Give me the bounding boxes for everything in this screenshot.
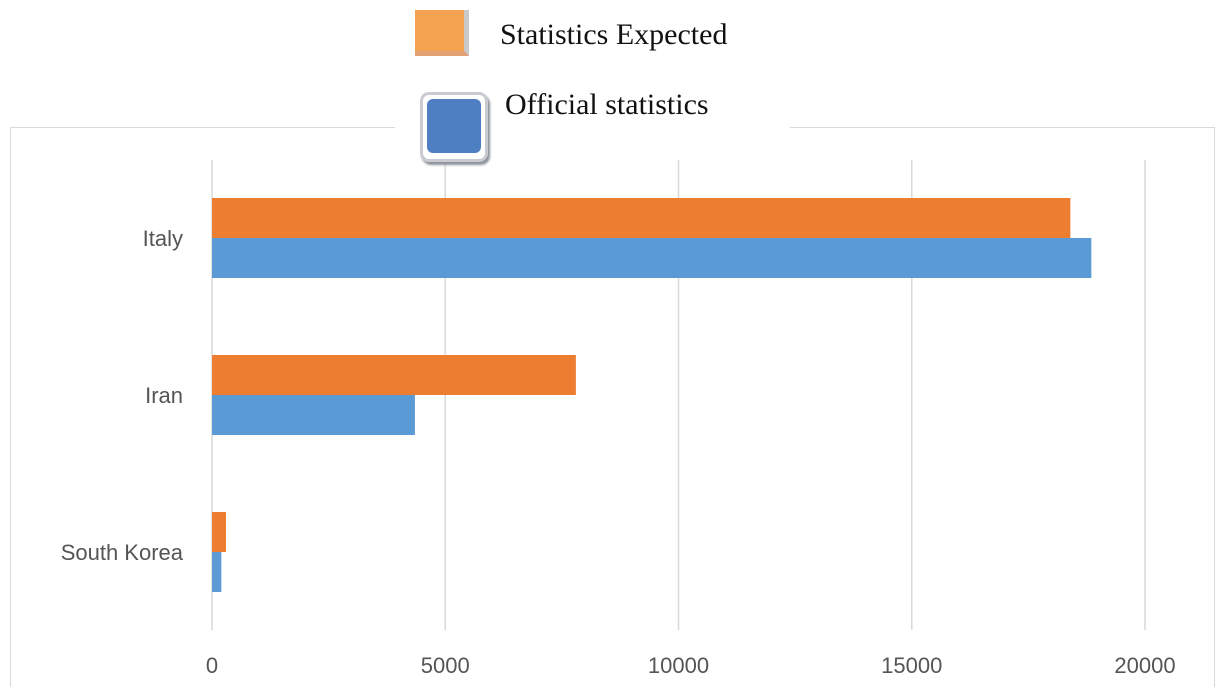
bar-south-korea-official-statistics [212,552,222,592]
bar-iran-official-statistics [212,395,415,435]
x-tick-label-10000: 10000 [648,653,709,678]
y-category-label-italy: Italy [143,226,183,251]
x-tick-label-0: 0 [206,653,218,678]
legend-label-statistics-expected: Statistics Expected [500,18,728,51]
x-tick-label-20000: 20000 [1114,653,1175,678]
legend-swatch-official-statistics [420,92,488,162]
bar-south-korea-statistics-expected [212,512,226,552]
y-category-label-iran: Iran [145,383,183,408]
x-tick-label-15000: 15000 [881,653,942,678]
bar-italy-official-statistics [212,238,1092,278]
y-category-label-south-korea: South Korea [61,540,184,565]
legend-swatch-statistics-expected [415,10,469,56]
x-tick-label-5000: 5000 [421,653,470,678]
bar-italy-statistics-expected [212,198,1071,238]
bar-iran-statistics-expected [212,355,576,395]
legend-label-official-statistics: Official statistics [505,88,709,121]
